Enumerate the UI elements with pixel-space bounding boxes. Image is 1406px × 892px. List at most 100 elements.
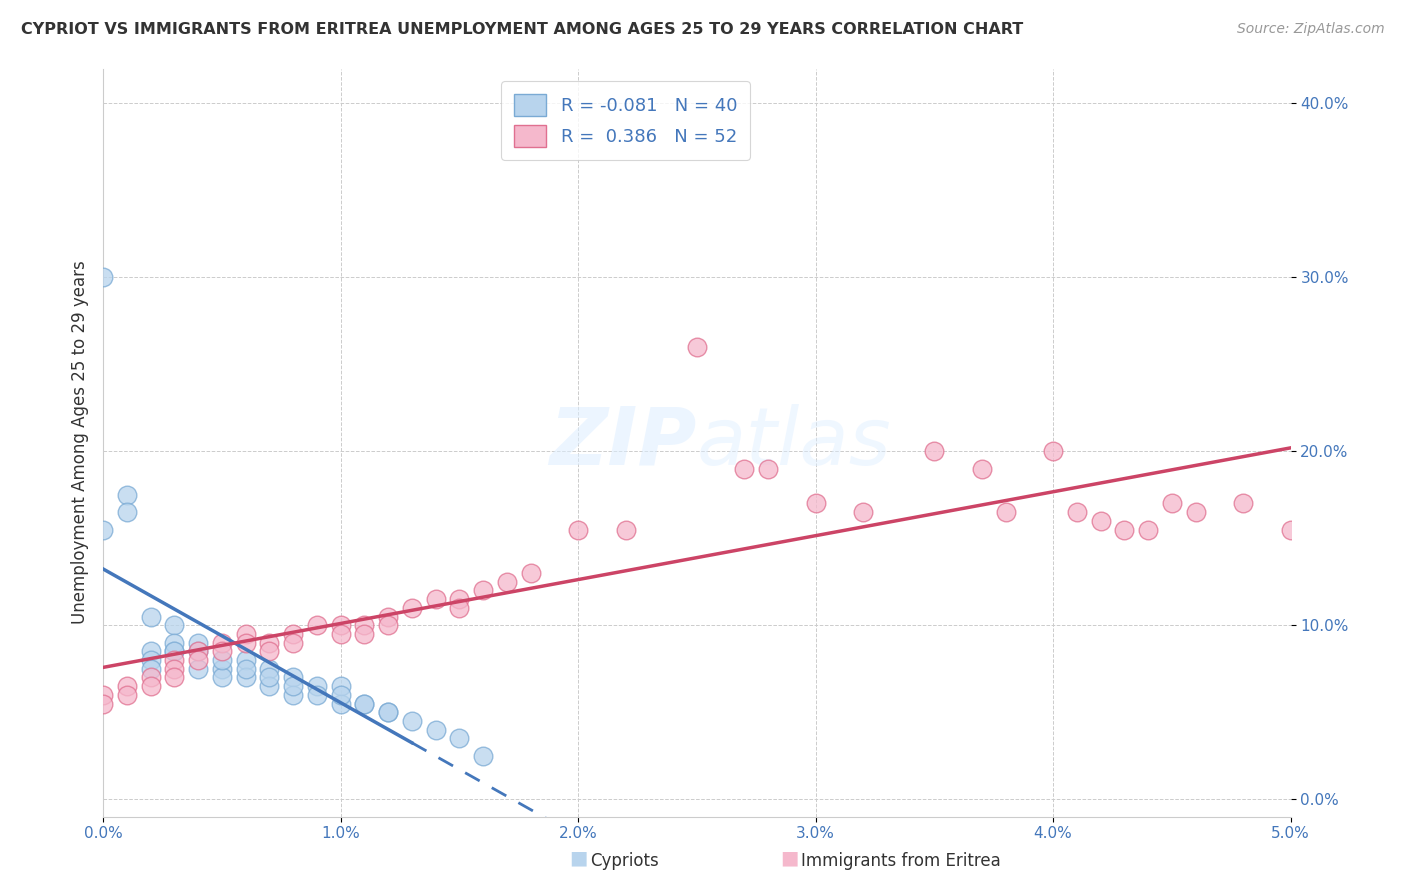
- Point: [281, 627, 304, 641]
- Text: ■: ■: [780, 849, 799, 868]
- Text: Immigrants from Eritrea: Immigrants from Eritrea: [801, 852, 1001, 870]
- Point: [614, 523, 637, 537]
- Point: [259, 635, 281, 649]
- Point: [449, 592, 471, 607]
- Point: [1090, 514, 1112, 528]
- Point: [281, 688, 304, 702]
- Point: [281, 670, 304, 684]
- Point: [211, 635, 233, 649]
- Point: [91, 270, 114, 285]
- Point: [139, 644, 162, 658]
- Point: [472, 748, 495, 763]
- Point: [305, 688, 328, 702]
- Point: [567, 523, 589, 537]
- Point: [1042, 444, 1064, 458]
- Point: [163, 635, 186, 649]
- Point: [259, 644, 281, 658]
- Point: [187, 662, 209, 676]
- Legend: R = -0.081   N = 40, R =  0.386   N = 52: R = -0.081 N = 40, R = 0.386 N = 52: [502, 81, 749, 160]
- Point: [115, 488, 138, 502]
- Point: [187, 644, 209, 658]
- Point: [401, 600, 423, 615]
- Point: [139, 662, 162, 676]
- Point: [329, 679, 352, 693]
- Point: [756, 461, 779, 475]
- Point: [496, 574, 519, 589]
- Point: [91, 697, 114, 711]
- Point: [924, 444, 946, 458]
- Point: [1232, 496, 1254, 510]
- Text: ■: ■: [569, 849, 588, 868]
- Point: [305, 679, 328, 693]
- Point: [353, 697, 375, 711]
- Point: [235, 670, 257, 684]
- Point: [163, 670, 186, 684]
- Point: [163, 662, 186, 676]
- Point: [139, 679, 162, 693]
- Point: [305, 618, 328, 632]
- Point: [377, 705, 399, 719]
- Point: [1160, 496, 1182, 510]
- Point: [329, 697, 352, 711]
- Point: [1066, 505, 1088, 519]
- Point: [187, 644, 209, 658]
- Point: [139, 609, 162, 624]
- Point: [139, 653, 162, 667]
- Text: Cypriots: Cypriots: [591, 852, 659, 870]
- Point: [353, 627, 375, 641]
- Text: atlas: atlas: [697, 403, 891, 482]
- Point: [187, 653, 209, 667]
- Point: [1184, 505, 1206, 519]
- Point: [353, 618, 375, 632]
- Point: [377, 609, 399, 624]
- Point: [686, 340, 709, 354]
- Text: ZIP: ZIP: [550, 403, 697, 482]
- Point: [281, 679, 304, 693]
- Point: [472, 583, 495, 598]
- Point: [353, 697, 375, 711]
- Point: [163, 644, 186, 658]
- Point: [235, 635, 257, 649]
- Point: [1279, 523, 1302, 537]
- Point: [852, 505, 875, 519]
- Point: [211, 644, 233, 658]
- Point: [115, 679, 138, 693]
- Point: [449, 731, 471, 746]
- Point: [329, 627, 352, 641]
- Point: [259, 670, 281, 684]
- Point: [281, 635, 304, 649]
- Point: [970, 461, 993, 475]
- Point: [115, 688, 138, 702]
- Point: [259, 679, 281, 693]
- Point: [91, 523, 114, 537]
- Point: [163, 618, 186, 632]
- Point: [187, 635, 209, 649]
- Point: [91, 688, 114, 702]
- Point: [1114, 523, 1136, 537]
- Point: [425, 592, 447, 607]
- Point: [733, 461, 755, 475]
- Point: [804, 496, 827, 510]
- Point: [329, 618, 352, 632]
- Point: [163, 653, 186, 667]
- Point: [1137, 523, 1160, 537]
- Point: [401, 714, 423, 728]
- Point: [259, 662, 281, 676]
- Point: [519, 566, 541, 580]
- Point: [211, 670, 233, 684]
- Point: [115, 505, 138, 519]
- Point: [329, 688, 352, 702]
- Point: [449, 600, 471, 615]
- Point: [139, 670, 162, 684]
- Point: [235, 627, 257, 641]
- Point: [211, 653, 233, 667]
- Point: [235, 653, 257, 667]
- Text: Source: ZipAtlas.com: Source: ZipAtlas.com: [1237, 22, 1385, 37]
- Point: [163, 644, 186, 658]
- Point: [994, 505, 1017, 519]
- Point: [377, 618, 399, 632]
- Point: [425, 723, 447, 737]
- Point: [211, 662, 233, 676]
- Point: [235, 662, 257, 676]
- Point: [377, 705, 399, 719]
